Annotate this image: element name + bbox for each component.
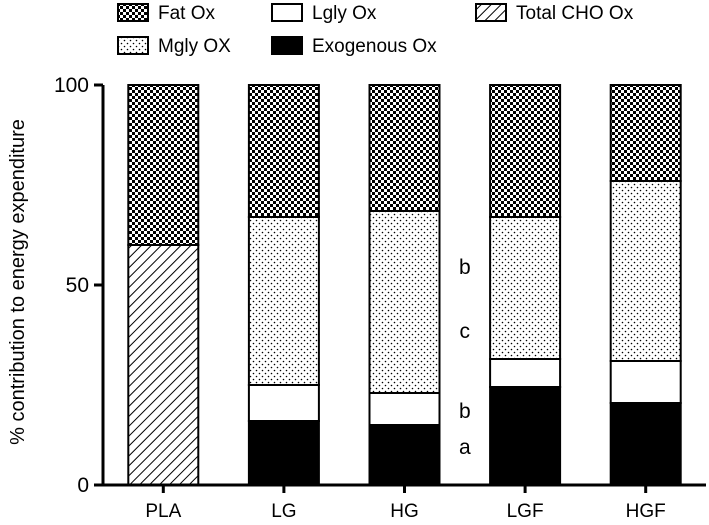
legend-swatch-total-cho-ox: [475, 3, 507, 22]
legend: Fat Ox Lgly Ox Total CHO Ox Mgly OX Exog…: [117, 3, 634, 57]
legend-label-exogenous-ox: Exogenous Ox: [312, 36, 437, 57]
legend-item-lgly-ox: Lgly Ox: [271, 3, 377, 24]
legend-label-total-cho-ox: Total CHO Ox: [516, 3, 634, 24]
annotation-1: c: [460, 320, 471, 343]
x-tick-label-lg: LG: [271, 501, 296, 520]
annotation-0: b: [459, 256, 471, 279]
legend-swatch-exogenous-ox: [271, 36, 303, 55]
y-tick-label-0: 0: [77, 474, 89, 497]
legend-item-fat-ox: Fat Ox: [117, 3, 216, 24]
y-tick-label-50: 50: [66, 274, 89, 297]
legend-label-lgly-ox: Lgly Ox: [312, 3, 377, 24]
bar-hgf-lgly-ox: [609, 360, 682, 404]
legend-label-mgly-ox: Mgly OX: [158, 36, 231, 57]
bar-hg-lgly-ox: [368, 392, 441, 426]
bar-hg-exogenous-ox: [368, 424, 441, 486]
bar-hgf-mgly-ox: [609, 180, 682, 362]
legend-swatch-lgly-ox: [271, 3, 303, 22]
annotation-2: b: [459, 400, 471, 423]
bar-hgf-exogenous-ox: [609, 402, 682, 486]
bar-hgf-fat-ox: [609, 84, 682, 182]
y-tick-label-100: 100: [54, 74, 89, 97]
bar-lg-fat-ox: [247, 84, 320, 218]
annotation-3: a: [459, 436, 471, 459]
bar-lg-lgly-ox: [247, 384, 320, 422]
bar-pla-fat-ox: [127, 84, 200, 246]
legend-label-fat-ox: Fat Ox: [158, 3, 216, 24]
bar-lgf-mgly-ox: [489, 216, 562, 360]
bar-lgf-fat-ox: [489, 84, 562, 218]
legend-item-exogenous-ox: Exogenous Ox: [271, 36, 437, 57]
x-tick-label-lgf: LGF: [507, 501, 544, 520]
bar-lgf-exogenous-ox: [489, 386, 562, 486]
bar-hg-fat-ox: [368, 84, 441, 212]
bar-pla-total-cho-ox: [127, 244, 200, 486]
legend-item-mgly-ox: Mgly OX: [117, 36, 231, 57]
x-tick-label-hgf: HGF: [626, 501, 666, 520]
legend-swatch-mgly-ox: [117, 36, 149, 55]
y-axis-label: % contribution to energy expenditure: [7, 119, 29, 445]
bar-hg-mgly-ox: [368, 210, 441, 394]
legend-item-total-cho-ox: Total CHO Ox: [475, 3, 634, 24]
x-tick-label-pla: PLA: [145, 501, 181, 520]
bar-lg-mgly-ox: [247, 216, 320, 386]
bar-lgf-lgly-ox: [489, 358, 562, 388]
legend-swatch-fat-ox: [117, 3, 149, 22]
bar-lg-exogenous-ox: [247, 420, 320, 486]
x-tick-label-hg: HG: [390, 501, 419, 520]
